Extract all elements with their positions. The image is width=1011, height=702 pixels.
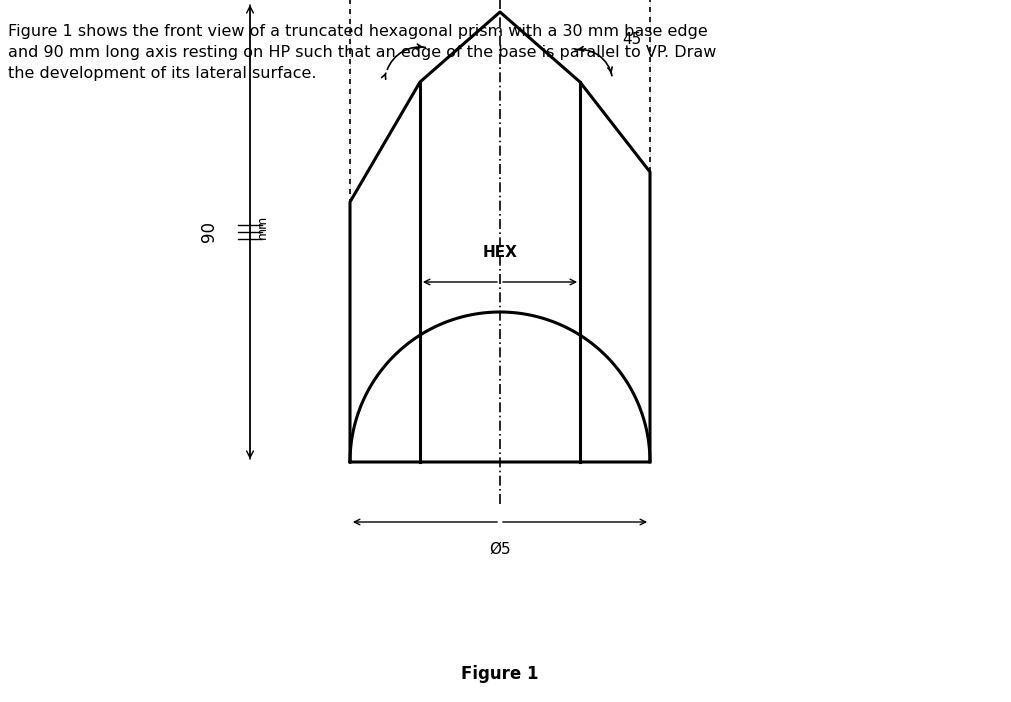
Text: mm: mm — [256, 215, 269, 239]
Text: 90: 90 — [200, 222, 218, 242]
Text: Ø5: Ø5 — [489, 542, 511, 557]
Text: 45: 45 — [622, 32, 641, 48]
Text: Figure 1: Figure 1 — [461, 665, 539, 683]
Text: HEX: HEX — [482, 245, 518, 260]
Text: Figure 1 shows the front view of a truncated hexagonal prism with a 30 mm base e: Figure 1 shows the front view of a trunc… — [8, 24, 717, 81]
